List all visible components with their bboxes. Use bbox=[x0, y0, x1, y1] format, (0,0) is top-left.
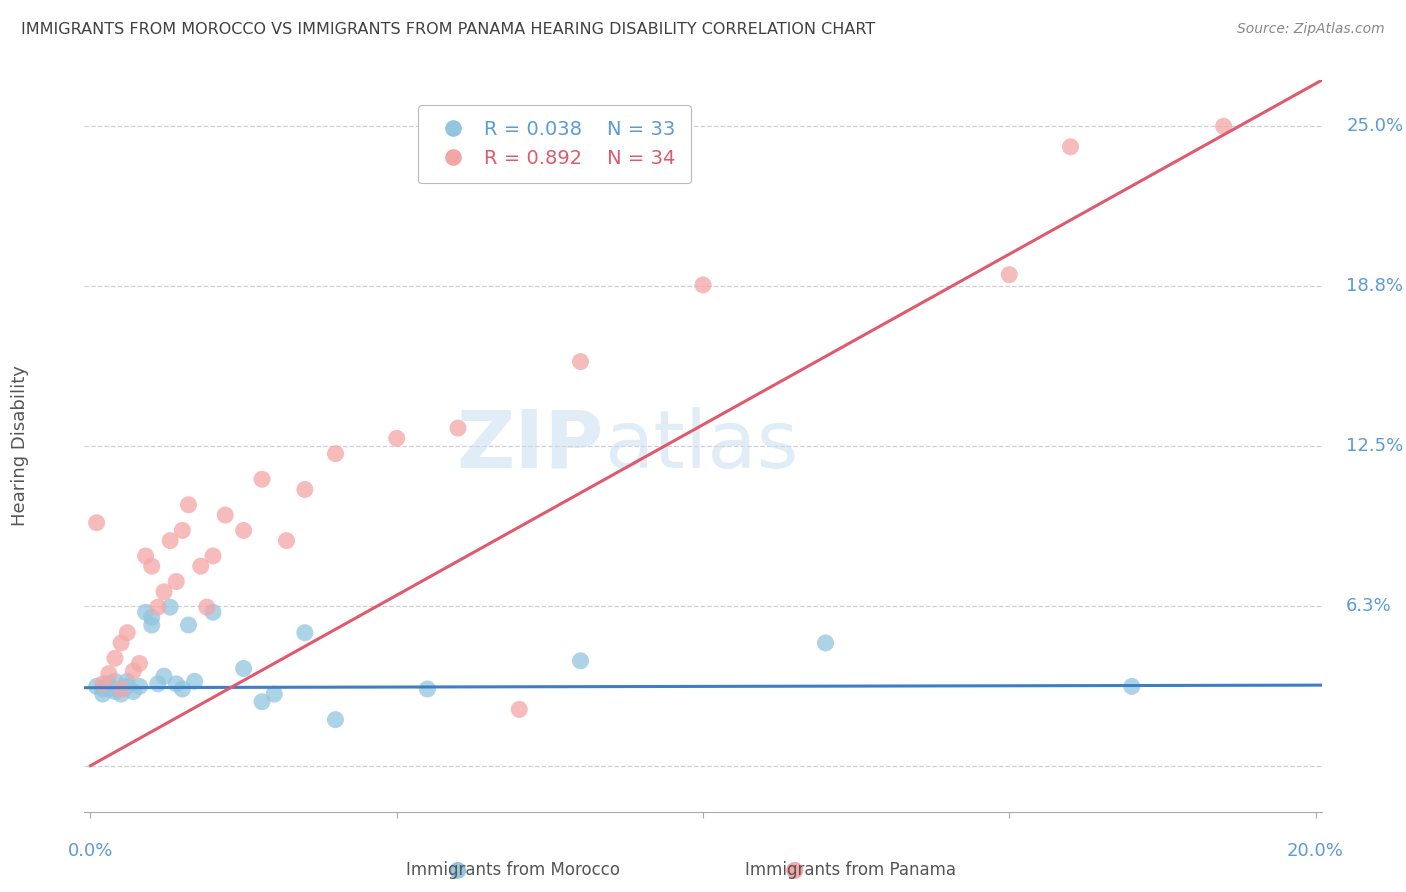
Point bbox=[201, 605, 224, 619]
Text: 18.8%: 18.8% bbox=[1346, 277, 1403, 295]
Text: 20.0%: 20.0% bbox=[1286, 842, 1344, 861]
Point bbox=[128, 680, 150, 694]
Point bbox=[141, 559, 163, 574]
Point bbox=[294, 483, 316, 497]
Point bbox=[122, 684, 145, 698]
Text: ●: ● bbox=[785, 860, 804, 880]
Point bbox=[177, 618, 200, 632]
Text: Immigrants from Morocco: Immigrants from Morocco bbox=[406, 861, 620, 879]
Text: atlas: atlas bbox=[605, 407, 799, 485]
Text: Immigrants from Panama: Immigrants from Panama bbox=[745, 861, 956, 879]
Text: 12.5%: 12.5% bbox=[1346, 437, 1403, 455]
Point bbox=[214, 508, 236, 522]
Point bbox=[165, 574, 187, 589]
Point bbox=[190, 559, 212, 574]
Point bbox=[128, 657, 150, 671]
Point bbox=[447, 421, 470, 435]
Point bbox=[201, 549, 224, 563]
Point bbox=[232, 524, 254, 538]
Point bbox=[141, 610, 163, 624]
Point bbox=[165, 677, 187, 691]
Point bbox=[91, 687, 114, 701]
Point bbox=[141, 618, 163, 632]
Point bbox=[177, 498, 200, 512]
Point bbox=[385, 431, 408, 445]
Point bbox=[115, 625, 138, 640]
Point bbox=[91, 677, 114, 691]
Text: IMMIGRANTS FROM MOROCCO VS IMMIGRANTS FROM PANAMA HEARING DISABILITY CORRELATION: IMMIGRANTS FROM MOROCCO VS IMMIGRANTS FR… bbox=[21, 22, 876, 37]
Text: 25.0%: 25.0% bbox=[1346, 118, 1403, 136]
Text: ●: ● bbox=[447, 860, 467, 880]
Point bbox=[115, 680, 138, 694]
Point bbox=[294, 625, 316, 640]
Point bbox=[97, 666, 120, 681]
Point bbox=[814, 636, 837, 650]
Point bbox=[86, 516, 108, 530]
Point bbox=[104, 651, 127, 665]
Point bbox=[104, 674, 127, 689]
Point bbox=[172, 681, 194, 696]
Text: 0.0%: 0.0% bbox=[67, 842, 112, 861]
Point bbox=[135, 605, 157, 619]
Point bbox=[135, 549, 157, 563]
Point bbox=[325, 713, 347, 727]
Point bbox=[146, 677, 169, 691]
Text: Source: ZipAtlas.com: Source: ZipAtlas.com bbox=[1237, 22, 1385, 37]
Point bbox=[110, 687, 132, 701]
Point bbox=[110, 636, 132, 650]
Point bbox=[232, 661, 254, 675]
Point bbox=[1059, 140, 1081, 154]
Point bbox=[104, 684, 127, 698]
Point bbox=[998, 268, 1021, 282]
Text: 6.3%: 6.3% bbox=[1346, 597, 1392, 615]
Point bbox=[508, 702, 530, 716]
Point bbox=[195, 600, 218, 615]
Legend: R = 0.038    N = 33, R = 0.892    N = 34: R = 0.038 N = 33, R = 0.892 N = 34 bbox=[418, 104, 690, 184]
Point bbox=[692, 277, 714, 292]
Point bbox=[250, 472, 273, 486]
Point bbox=[91, 681, 114, 696]
Point bbox=[183, 674, 205, 689]
Point bbox=[569, 354, 592, 368]
Point bbox=[115, 674, 138, 689]
Point bbox=[153, 584, 176, 599]
Point bbox=[172, 524, 194, 538]
Point bbox=[263, 687, 285, 701]
Point bbox=[146, 600, 169, 615]
Point bbox=[250, 695, 273, 709]
Point bbox=[122, 664, 145, 678]
Point bbox=[110, 681, 132, 696]
Point bbox=[276, 533, 298, 548]
Point bbox=[97, 677, 120, 691]
Point bbox=[110, 681, 132, 696]
Point bbox=[416, 681, 439, 696]
Point bbox=[1121, 680, 1143, 694]
Point bbox=[97, 681, 120, 696]
Point bbox=[153, 669, 176, 683]
Point bbox=[86, 680, 108, 694]
Point bbox=[325, 447, 347, 461]
Text: Hearing Disability: Hearing Disability bbox=[11, 366, 30, 526]
Point bbox=[159, 533, 181, 548]
Point bbox=[569, 654, 592, 668]
Point bbox=[159, 600, 181, 615]
Point bbox=[1212, 120, 1234, 134]
Text: ZIP: ZIP bbox=[457, 407, 605, 485]
